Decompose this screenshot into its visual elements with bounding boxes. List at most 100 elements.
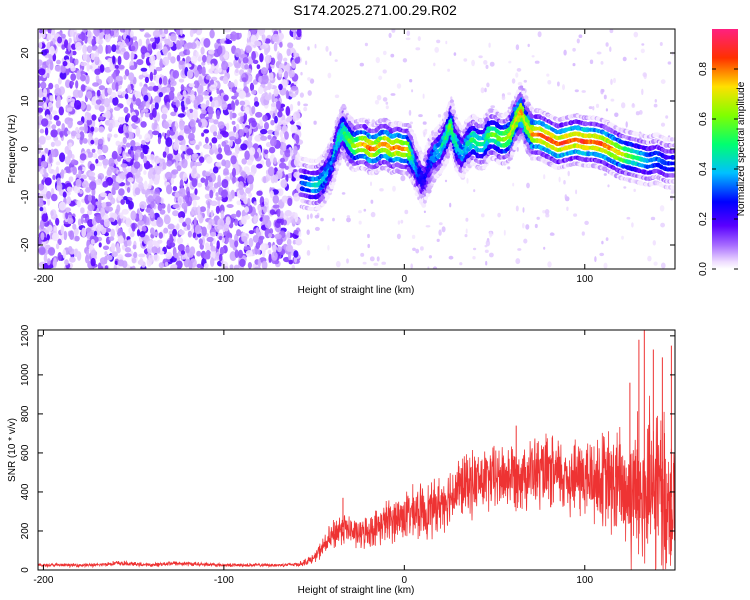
noise-speckle <box>234 62 241 69</box>
noise-speckle <box>197 205 201 215</box>
noise-speckle <box>130 159 134 166</box>
noise-speckle <box>155 165 162 175</box>
noise-speckle <box>238 249 243 259</box>
noise-speckle <box>82 29 88 33</box>
noise-speckle <box>251 105 256 115</box>
noise-speckle <box>89 163 96 171</box>
noise-speckle <box>104 251 108 256</box>
noise-speckle <box>279 41 283 48</box>
noise-speckle <box>193 217 197 226</box>
noise-speckle <box>189 140 196 145</box>
noise-speckle <box>133 36 137 41</box>
noise-speckle <box>170 177 175 185</box>
noise-speckle <box>203 94 210 100</box>
noise-speckle <box>49 95 54 102</box>
noise-speckle <box>190 94 196 101</box>
noise-speckle <box>149 154 155 161</box>
noise-speckle <box>169 242 176 248</box>
noise-speckle <box>39 128 45 134</box>
noise-speckle <box>98 162 102 167</box>
noise-speckle <box>217 45 223 55</box>
noise-speckle <box>210 245 216 253</box>
noise-speckle <box>303 103 308 107</box>
noise-speckle <box>274 115 278 124</box>
noise-speckle <box>147 170 153 180</box>
noise-speckle <box>129 65 136 71</box>
signal-cell <box>337 162 342 166</box>
noise-speckle <box>124 253 132 258</box>
noise-speckle <box>178 60 185 65</box>
noise-speckle <box>74 235 80 242</box>
noise-speckle <box>197 213 201 219</box>
noise-speckle <box>489 61 495 67</box>
signal-cell <box>450 102 455 108</box>
noise-speckle <box>85 187 91 193</box>
noise-speckle <box>280 137 286 144</box>
noise-speckle <box>515 258 521 265</box>
noise-speckle <box>98 194 102 205</box>
noise-speckle <box>117 144 122 155</box>
noise-speckle <box>274 129 280 137</box>
noise-speckle <box>489 252 494 258</box>
noise-speckle <box>80 74 86 82</box>
noise-speckle <box>160 87 168 94</box>
noise-speckle <box>162 75 168 86</box>
noise-speckle <box>57 252 62 261</box>
noise-speckle <box>181 255 186 260</box>
noise-speckle <box>563 180 566 185</box>
noise-speckle <box>115 82 119 92</box>
noise-speckle <box>47 162 52 173</box>
noise-speckle <box>276 208 281 217</box>
noise-speckle <box>38 236 42 247</box>
noise-speckle <box>179 179 184 189</box>
noise-speckle <box>83 123 88 134</box>
noise-speckle <box>402 58 408 63</box>
noise-speckle <box>379 188 384 192</box>
noise-speckle <box>234 218 239 226</box>
noise-speckle <box>166 160 173 167</box>
noise-speckle <box>546 73 550 77</box>
noise-speckle <box>203 263 209 269</box>
noise-speckle <box>152 107 157 118</box>
noise-speckle <box>127 149 132 155</box>
noise-speckle <box>291 264 295 269</box>
noise-speckle <box>176 165 182 172</box>
noise-speckle <box>480 87 485 94</box>
noise-speckle <box>107 76 114 84</box>
noise-speckle <box>141 100 147 107</box>
noise-speckle <box>186 223 191 231</box>
noise-speckle <box>381 261 387 265</box>
noise-speckle <box>177 95 183 101</box>
noise-speckle <box>227 81 235 88</box>
noise-speckle <box>90 52 95 61</box>
noise-speckle <box>217 174 221 185</box>
noise-speckle <box>214 148 219 155</box>
noise-speckle <box>473 189 476 193</box>
noise-speckle <box>54 140 62 147</box>
noise-speckle <box>293 229 299 235</box>
noise-speckle <box>143 214 147 224</box>
noise-speckle <box>156 157 160 164</box>
noise-speckle <box>448 255 454 260</box>
noise-speckle <box>274 233 282 240</box>
noise-speckle <box>201 226 207 237</box>
noise-speckle <box>249 82 255 92</box>
signal-cell <box>421 202 427 208</box>
noise-speckle <box>603 173 607 176</box>
noise-speckle <box>272 244 277 253</box>
noise-speckle <box>288 70 295 78</box>
noise-speckle <box>123 124 127 134</box>
noise-speckle <box>78 33 85 40</box>
noise-speckle <box>149 55 154 64</box>
noise-speckle <box>201 109 207 115</box>
noise-speckle <box>55 217 60 226</box>
noise-speckle <box>367 243 371 249</box>
signal-cell <box>338 157 343 161</box>
noise-speckle <box>38 81 41 89</box>
noise-speckle <box>65 79 71 88</box>
noise-speckle <box>158 83 162 89</box>
noise-speckle <box>396 83 402 89</box>
noise-speckle <box>107 133 113 138</box>
noise-speckle <box>148 254 154 263</box>
noise-speckle <box>375 57 380 64</box>
